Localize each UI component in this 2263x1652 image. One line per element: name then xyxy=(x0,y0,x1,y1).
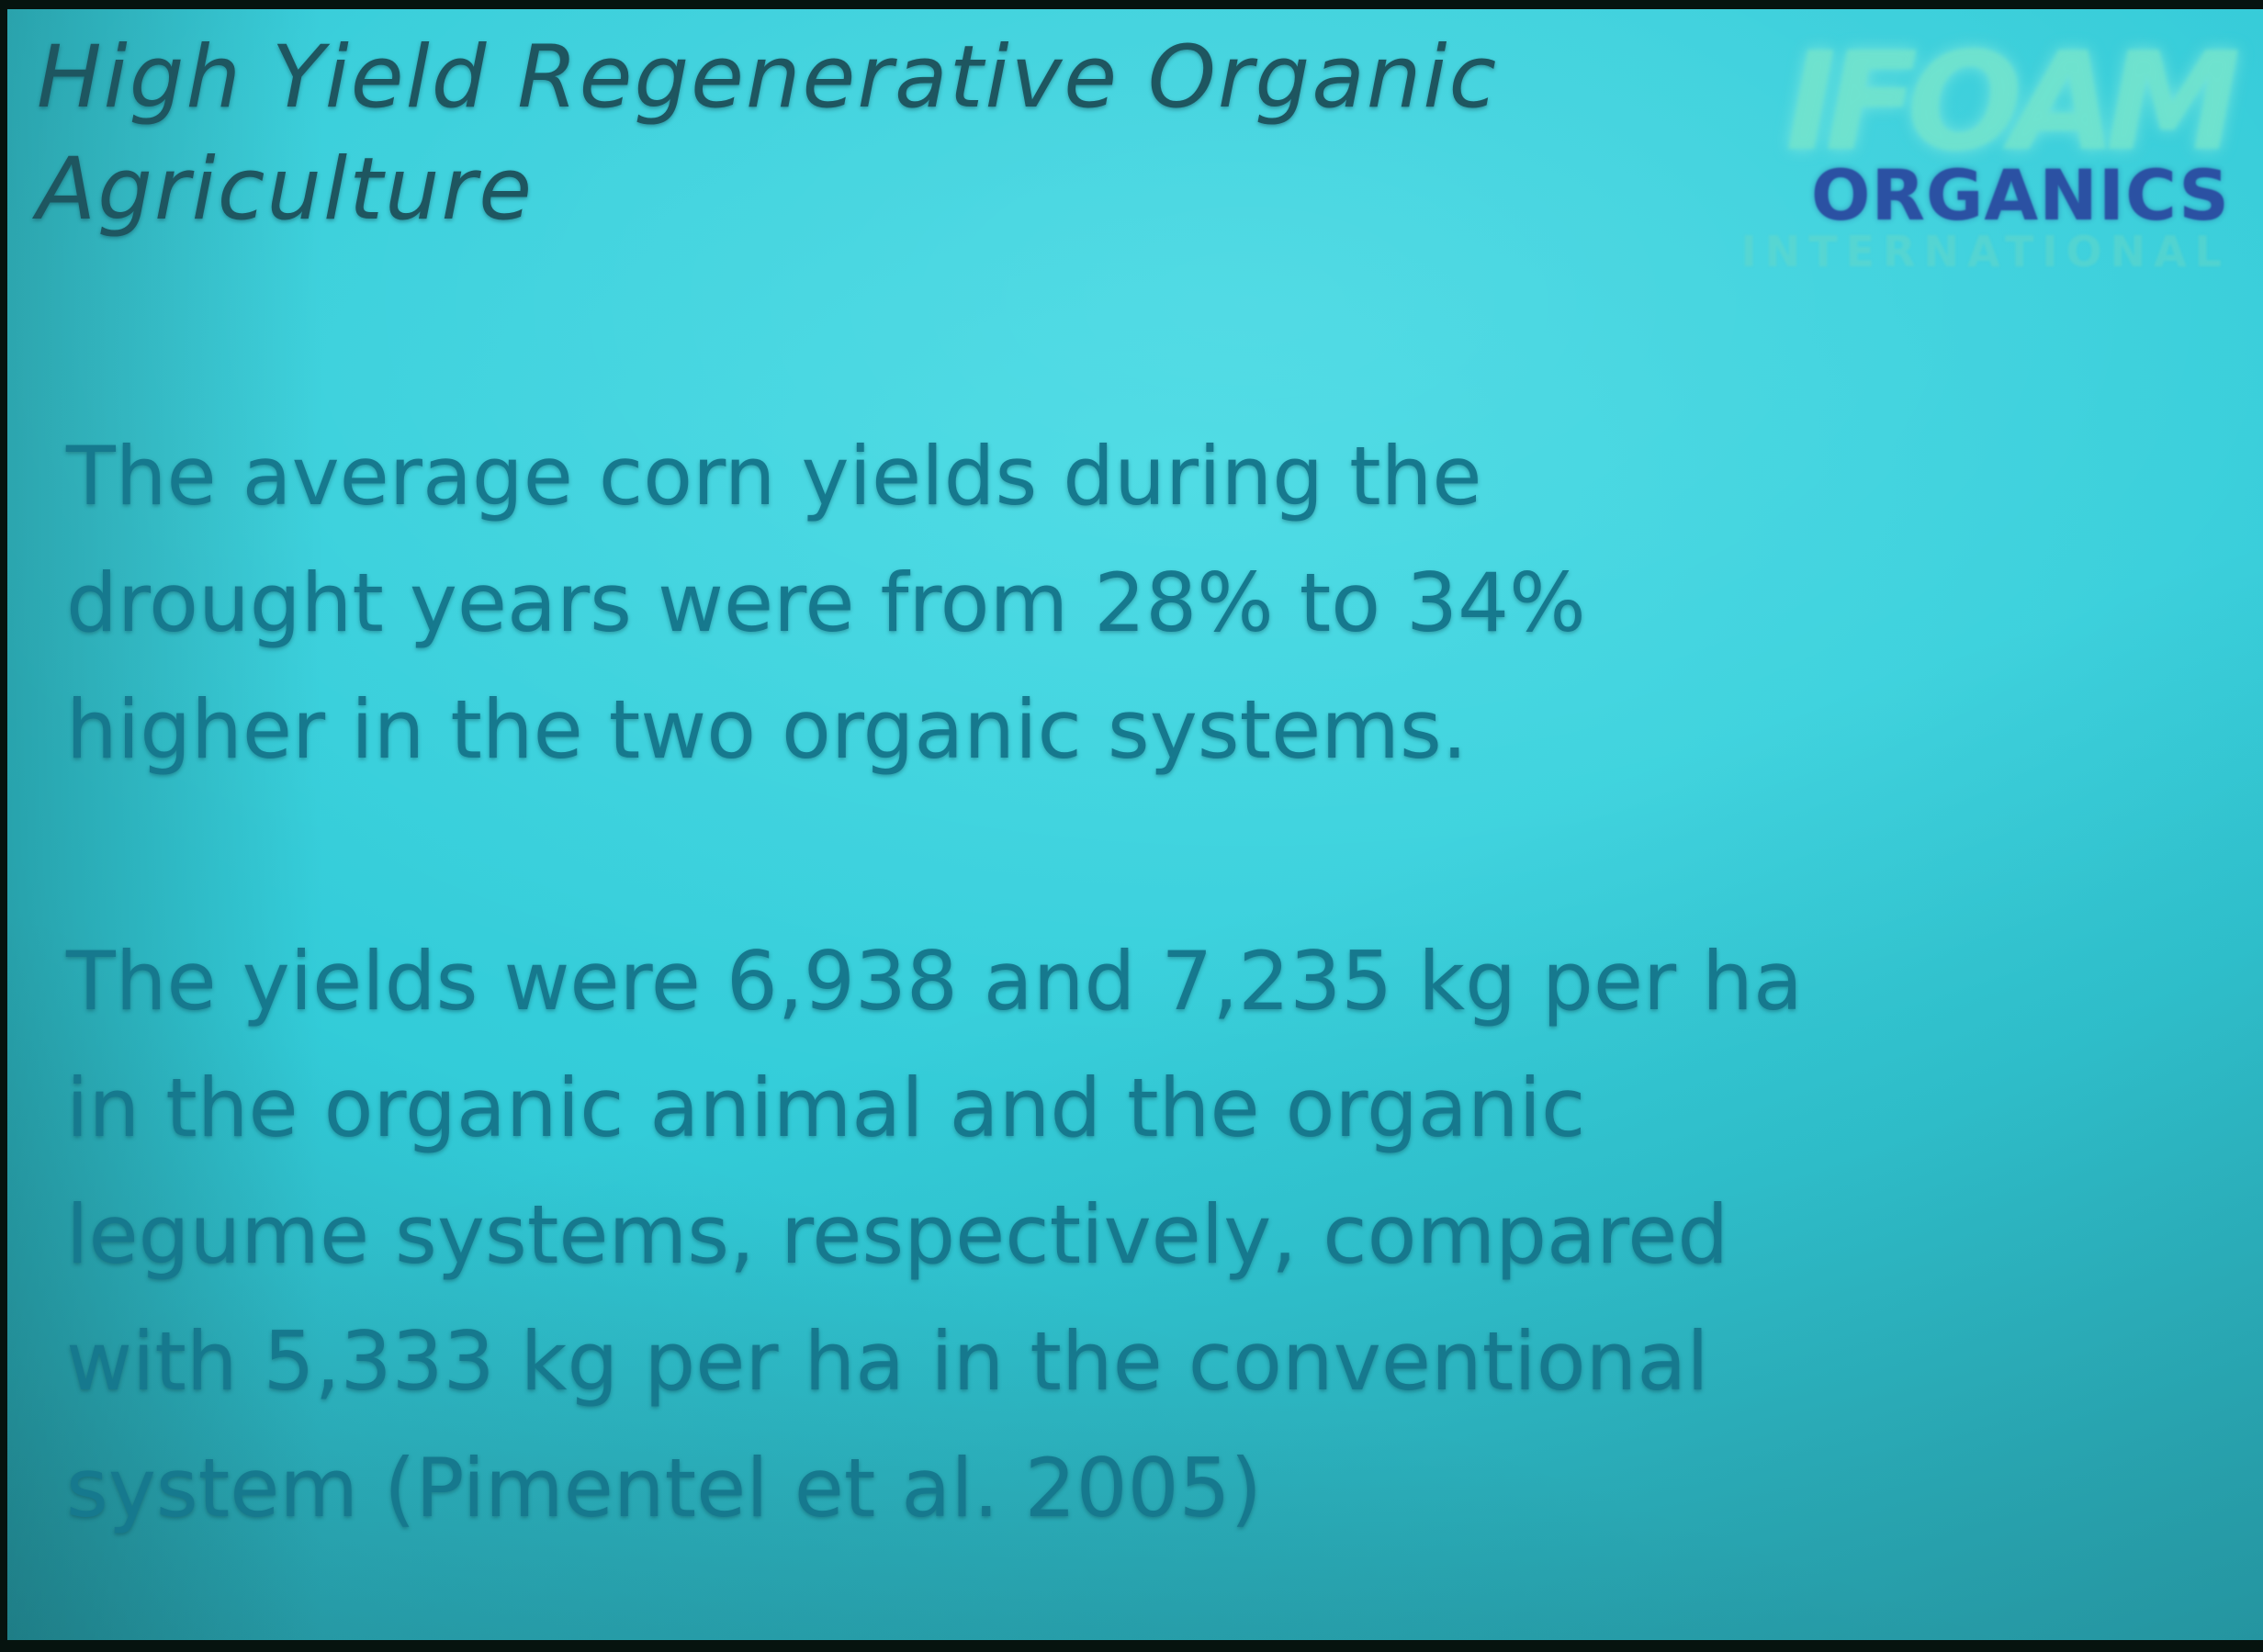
international-wordmark: INTERNATIONAL xyxy=(1740,227,2230,276)
text-line: drought years were from 28% to 34% xyxy=(66,556,1586,650)
paragraph-yield-numbers: The yields were 6,938 and 7,235 kg per h… xyxy=(66,918,2263,1552)
slide-body: The average corn yields during the droug… xyxy=(66,413,2263,1552)
ifoam-organics-logo: IFOAM ORGANICS INTERNATIONAL xyxy=(1734,23,2241,276)
organics-wordmark: ORGANICS xyxy=(1810,154,2230,236)
text-line: with 5,333 kg per ha in the conventional xyxy=(66,1314,1709,1409)
text-line: legume systems, respectively, compared xyxy=(66,1187,1729,1282)
ifoam-wordmark: IFOAM xyxy=(1785,23,2241,181)
title-line-1: High Yield Regenerative Organic xyxy=(37,28,1499,128)
text-line: system (Pimentel et al. 2005) xyxy=(66,1441,1262,1535)
title-line-2: Agriculture xyxy=(37,140,535,240)
text-line: The average corn yields during the xyxy=(66,429,1482,523)
text-line: in the organic animal and the organic xyxy=(66,1061,1586,1155)
slide-background: High Yield Regenerative Organic Agricult… xyxy=(7,9,2263,1640)
text-line: higher in the two organic systems. xyxy=(66,682,1468,777)
text-line: The yields were 6,938 and 7,235 kg per h… xyxy=(66,934,1803,1028)
paragraph-corn-yields: The average corn yields during the droug… xyxy=(66,413,2263,793)
slide-title: High Yield Regenerative Organic Agricult… xyxy=(37,22,1730,246)
